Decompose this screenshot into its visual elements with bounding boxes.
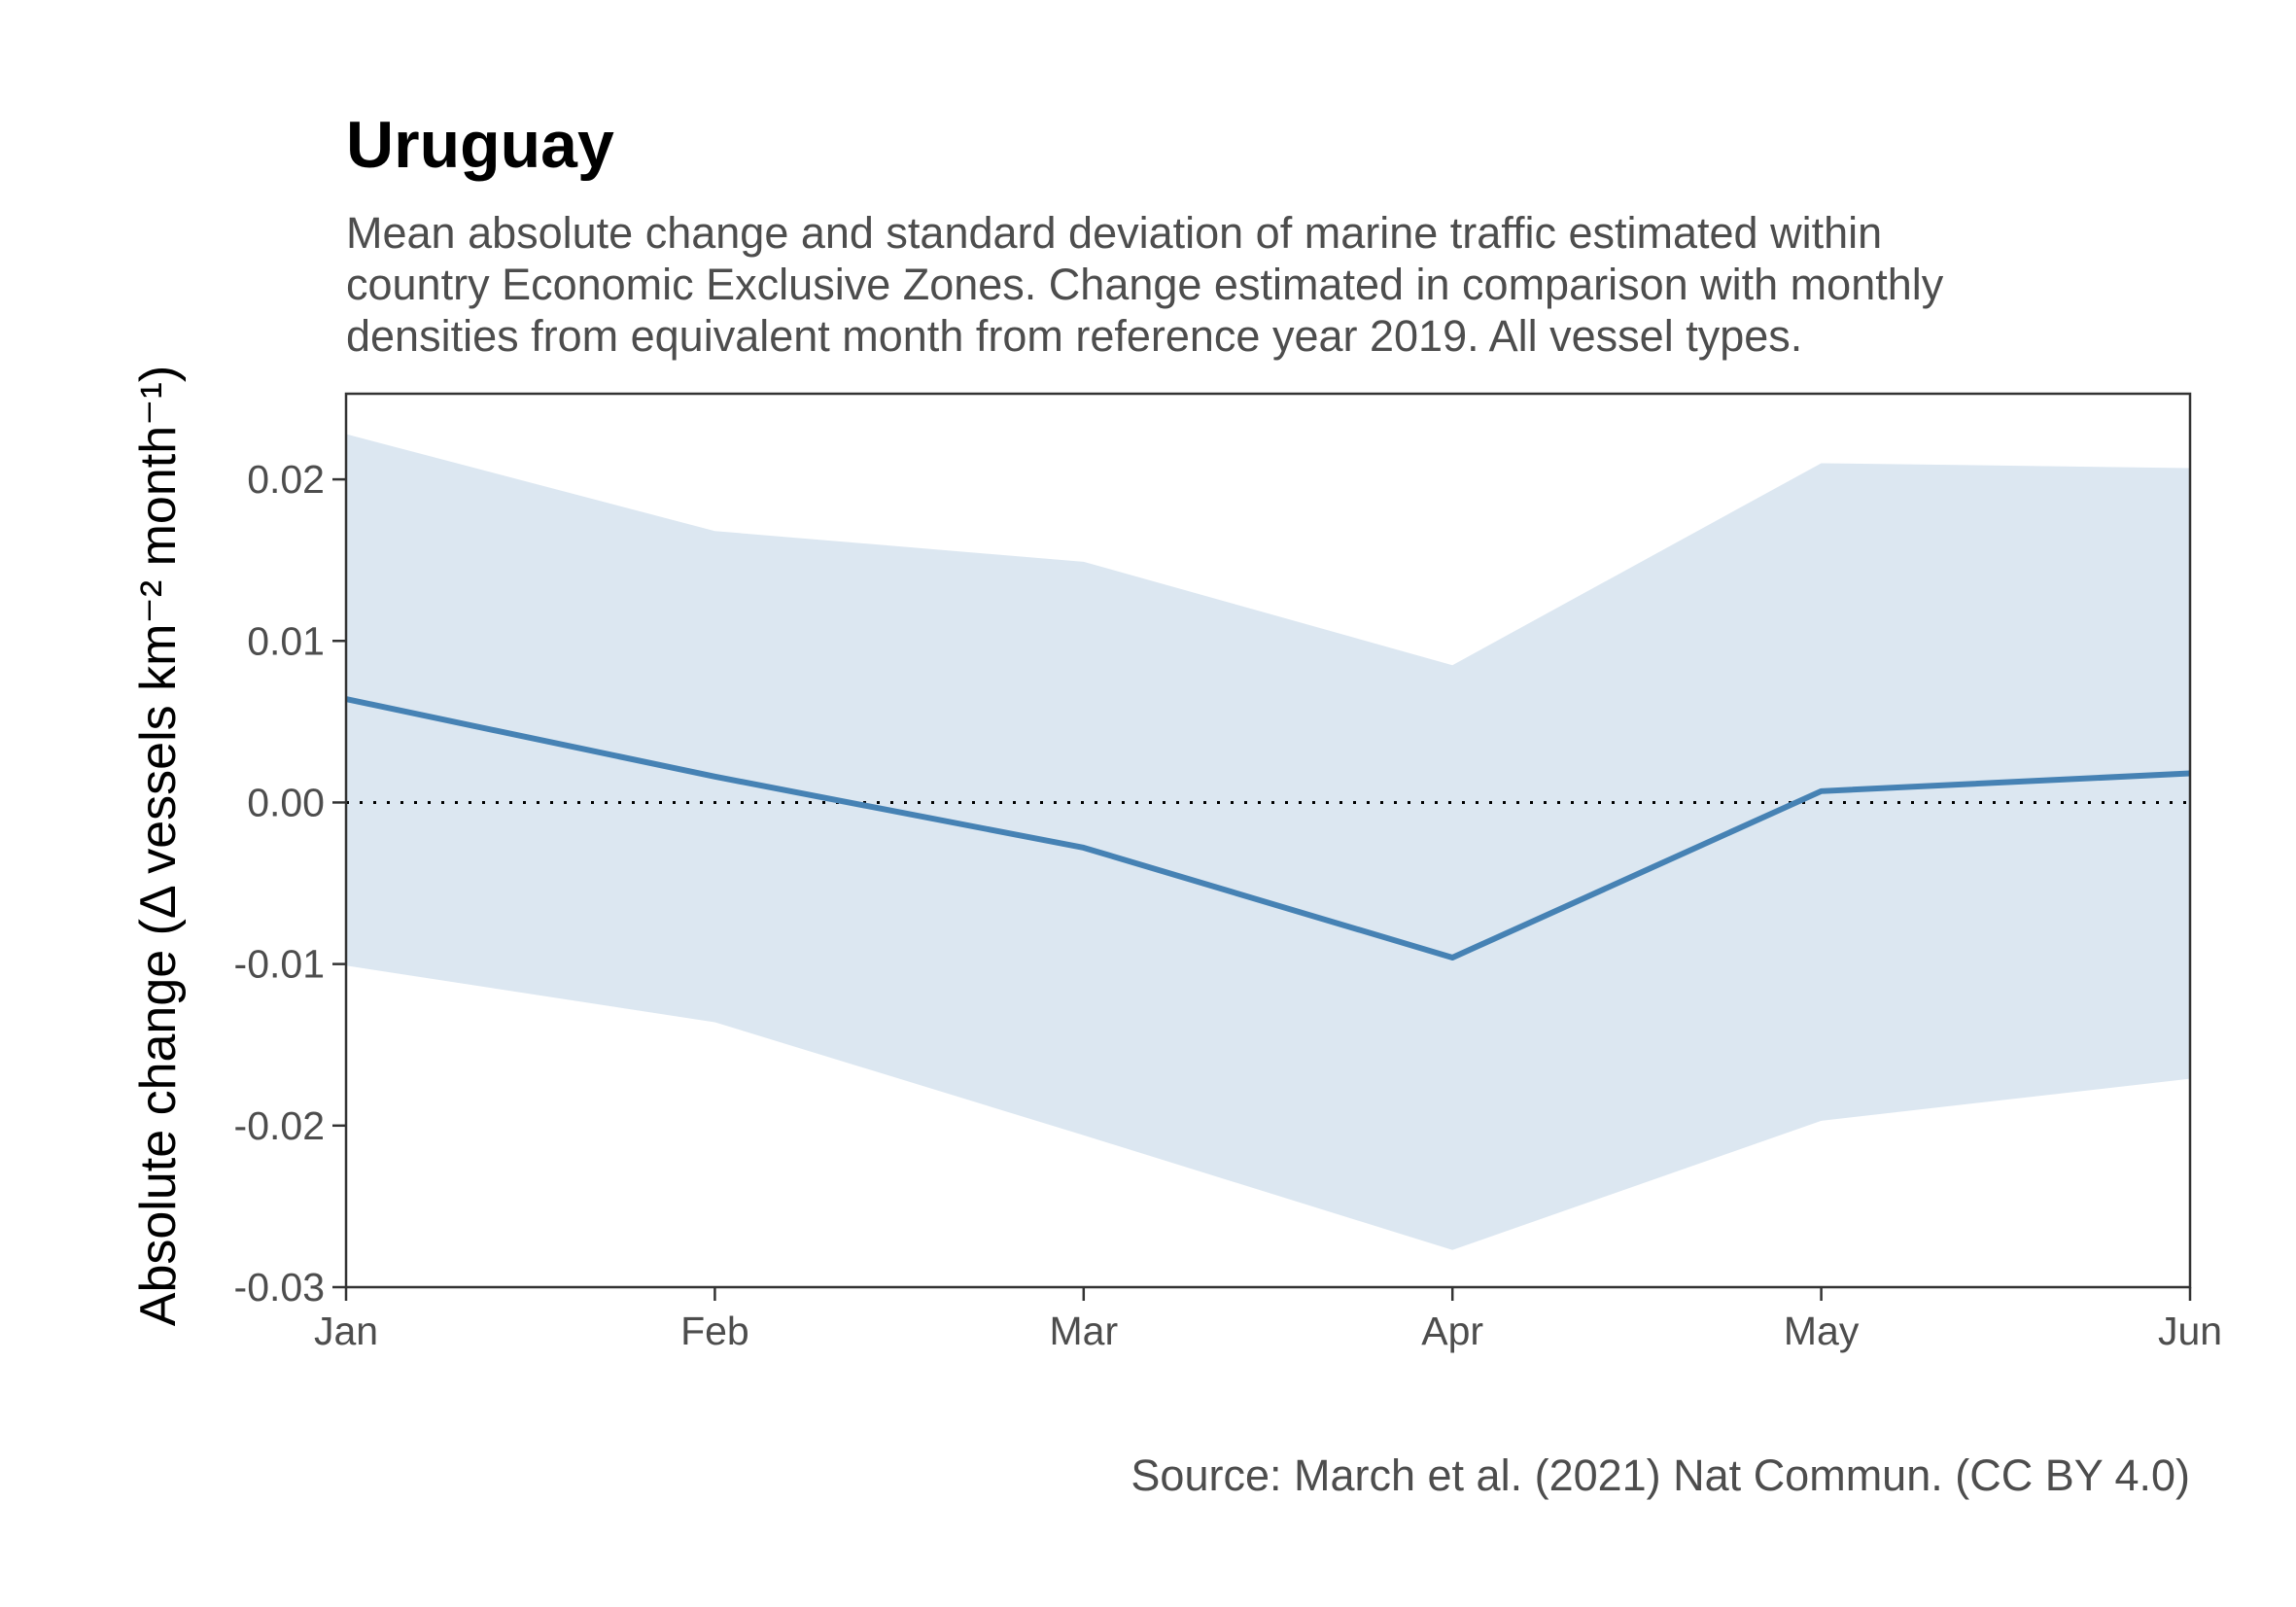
y-tick-label: -0.02 [234, 1103, 325, 1148]
x-tick-label: Jun [2158, 1309, 2222, 1353]
x-tick-label: Jan [314, 1309, 378, 1353]
sd-ribbon [346, 434, 2190, 1250]
mean-change-line [345, 696, 2191, 961]
y-axis-label: Absolute change (Δ vessels km⁻² month⁻¹) [130, 366, 187, 1326]
y-tick-label: 0.02 [247, 457, 325, 502]
chart-title: Uruguay [346, 108, 614, 182]
x-tick-label: Feb [680, 1309, 749, 1353]
chart-caption: Source: March et al. (2021) Nat Commun. … [1131, 1450, 2190, 1500]
chart-subtitle-line-1: Mean absolute change and standard deviat… [346, 208, 1882, 258]
x-tick-label: Apr [1421, 1309, 1483, 1353]
y-tick-label: 0.01 [247, 618, 325, 663]
plot-border [344, 392, 2192, 1289]
x-tick-label: Mar [1049, 1309, 1118, 1353]
chart-subtitle-line-2: country Economic Exclusive Zones. Change… [346, 260, 1944, 309]
y-tick-label: -0.03 [234, 1265, 325, 1310]
chart-subtitle-line-3: densities from equivalent month from ref… [346, 311, 1802, 361]
x-tick-label: May [1784, 1309, 1860, 1353]
y-tick-label: -0.01 [234, 942, 325, 987]
y-tick-label: 0.00 [247, 780, 325, 824]
